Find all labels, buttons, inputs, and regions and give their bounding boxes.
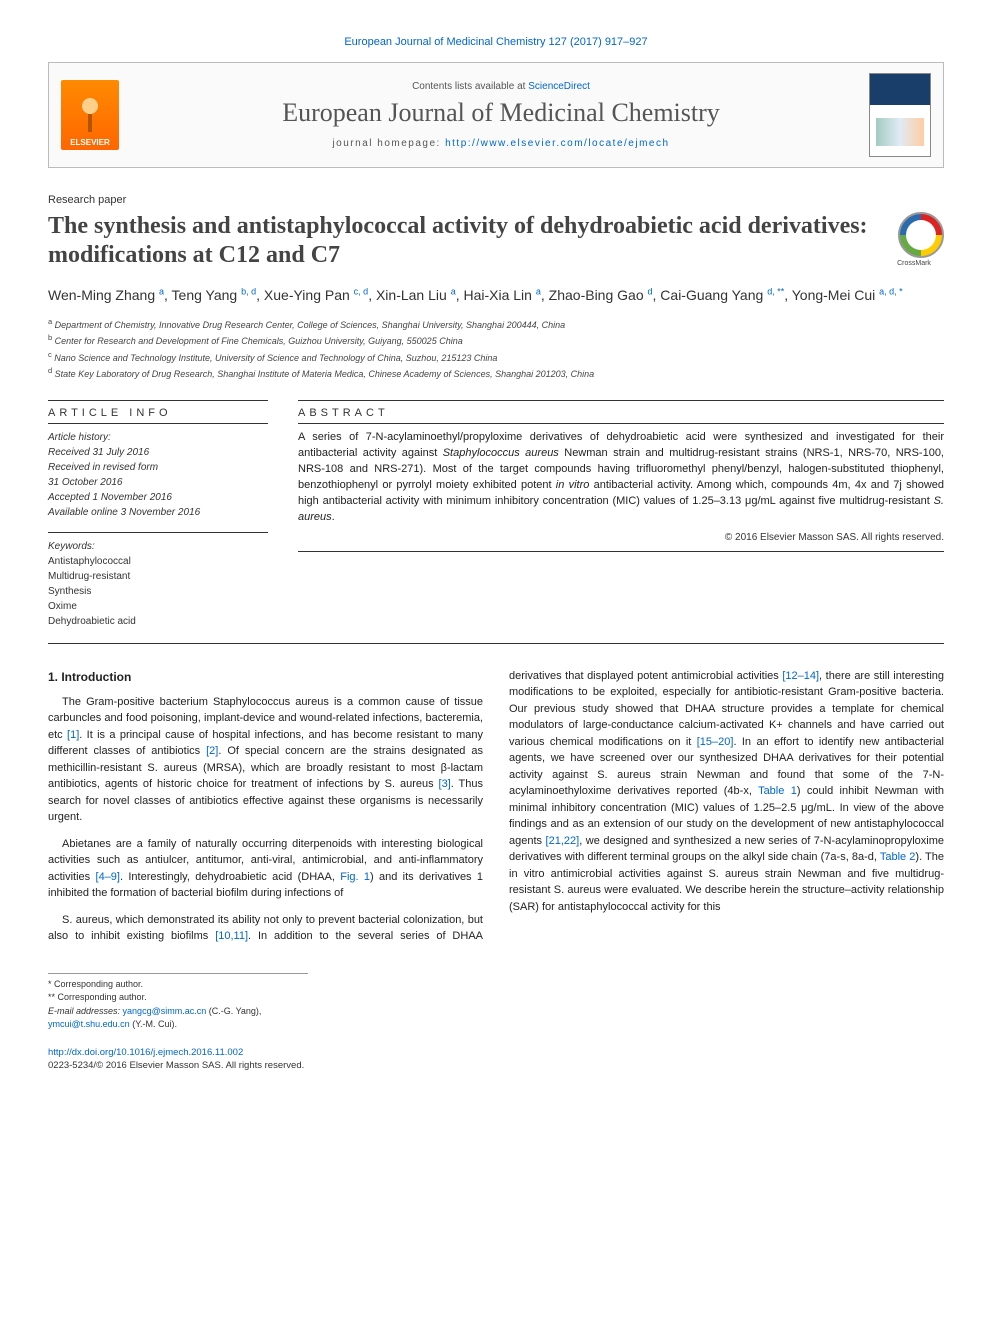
author-list: Wen-Ming Zhang a, Teng Yang b, d, Xue-Yi… bbox=[48, 284, 944, 306]
corresponding-author-footnotes: * Corresponding author. ** Corresponding… bbox=[48, 973, 308, 1032]
abstract-column: ABSTRACT A series of 7-N-acylaminoethyl/… bbox=[298, 396, 944, 629]
journal-header-card: ELSEVIER Contents lists available at Sci… bbox=[48, 62, 944, 168]
corr-email-2-who: (Y.-M. Cui). bbox=[132, 1019, 177, 1029]
doi-block: http://dx.doi.org/10.1016/j.ejmech.2016.… bbox=[48, 1046, 944, 1073]
article-info-heading: ARTICLE INFO bbox=[48, 407, 268, 419]
intro-para-2: Abietanes are a family of naturally occu… bbox=[48, 836, 483, 902]
tree-icon bbox=[73, 94, 107, 134]
intro-heading: 1. Introduction bbox=[48, 668, 483, 686]
abstract-copyright: © 2016 Elsevier Masson SAS. All rights r… bbox=[298, 532, 944, 543]
publisher-name: ELSEVIER bbox=[70, 138, 110, 147]
homepage-prefix: journal homepage: bbox=[332, 138, 445, 149]
journal-homepage-link[interactable]: http://www.elsevier.com/locate/ejmech bbox=[445, 138, 669, 149]
corr-email-1-who: (C.-G. Yang), bbox=[209, 1006, 262, 1016]
corr-2: ** Corresponding author. bbox=[48, 991, 308, 1005]
contents-list-line: Contents lists available at ScienceDirec… bbox=[133, 81, 869, 92]
article-title: The synthesis and antistaphylococcal act… bbox=[48, 212, 884, 270]
abstract-text: A series of 7-N-acylaminoethyl/propyloxi… bbox=[298, 430, 944, 526]
contents-prefix: Contents lists available at bbox=[412, 81, 528, 92]
intro-para-1: The Gram-positive bacterium Staphylococc… bbox=[48, 694, 483, 826]
doi-link[interactable]: http://dx.doi.org/10.1016/j.ejmech.2016.… bbox=[48, 1047, 243, 1058]
elsevier-logo: ELSEVIER bbox=[61, 80, 119, 150]
sciencedirect-link[interactable]: ScienceDirect bbox=[528, 81, 590, 92]
body-two-column: 1. Introduction The Gram-positive bacter… bbox=[48, 668, 944, 945]
corr-email-2[interactable]: ymcui@t.shu.edu.cn bbox=[48, 1019, 130, 1029]
corr-1: * Corresponding author. bbox=[48, 978, 308, 992]
article-info-column: ARTICLE INFO Article history: Received 3… bbox=[48, 396, 268, 629]
journal-name: European Journal of Medicinal Chemistry bbox=[133, 98, 869, 128]
issn-copyright: 0223-5234/© 2016 Elsevier Masson SAS. Al… bbox=[48, 1060, 304, 1071]
journal-homepage-line: journal homepage: http://www.elsevier.co… bbox=[133, 138, 869, 149]
crossmark-label: CrossMark bbox=[878, 260, 950, 267]
crossmark-icon[interactable] bbox=[898, 212, 944, 258]
journal-cover-thumb bbox=[869, 73, 931, 157]
history-label: Article history: bbox=[48, 430, 268, 445]
history-lines: Received 31 July 2016Received in revised… bbox=[48, 445, 268, 520]
corr-email-1[interactable]: yangcg@simm.ac.cn bbox=[123, 1006, 207, 1016]
affiliations: a Department of Chemistry, Innovative Dr… bbox=[48, 316, 944, 382]
abstract-heading: ABSTRACT bbox=[298, 407, 944, 419]
email-label: E-mail addresses: bbox=[48, 1006, 120, 1016]
keywords-label: Keywords: bbox=[48, 539, 268, 554]
article-type: Research paper bbox=[48, 194, 944, 206]
running-citation: European Journal of Medicinal Chemistry … bbox=[48, 36, 944, 48]
keywords-list: AntistaphylococcalMultidrug-resistantSyn… bbox=[48, 554, 268, 629]
